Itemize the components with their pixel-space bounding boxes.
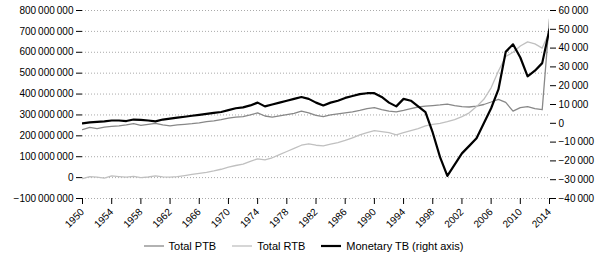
svg-text:2014: 2014: [530, 206, 554, 230]
svg-text:−30 000: −30 000: [559, 174, 595, 185]
svg-text:0: 0: [559, 118, 565, 129]
svg-text:1990: 1990: [355, 206, 379, 230]
svg-text:200 000 000: 200 000 000: [19, 130, 73, 141]
svg-text:−100 000 000: −100 000 000: [14, 193, 74, 204]
svg-text:1958: 1958: [121, 206, 145, 230]
svg-text:10 000: 10 000: [559, 99, 589, 110]
html-text:Total RTB: Total RTB: [257, 240, 306, 252]
svg-text:700 000 000: 700 000 000: [19, 26, 73, 37]
svg-text:20 000: 20 000: [559, 80, 589, 91]
svg-text:−10 000: −10 000: [559, 136, 595, 147]
svg-text:−20 000: −20 000: [559, 155, 595, 166]
svg-text:300 000 000: 300 000 000: [19, 109, 73, 120]
svg-text:30 000: 30 000: [559, 61, 589, 72]
svg-text:−40 000: −40 000: [559, 193, 595, 204]
svg-text:1978: 1978: [267, 206, 291, 230]
svg-text:50 000: 50 000: [559, 24, 589, 35]
svg-text:500 000 000: 500 000 000: [19, 67, 73, 78]
svg-text:0: 0: [68, 172, 74, 183]
svg-text:1966: 1966: [179, 206, 203, 230]
svg-text:600 000 000: 600 000 000: [19, 46, 73, 57]
html-text:Total PTB: Total PTB: [168, 240, 217, 252]
svg-text:1954: 1954: [92, 206, 116, 230]
svg-text:1950: 1950: [63, 206, 87, 230]
svg-text:1962: 1962: [150, 206, 174, 230]
svg-text:1982: 1982: [296, 206, 320, 230]
svg-text:2006: 2006: [471, 206, 495, 230]
svg-text:1994: 1994: [384, 206, 408, 230]
html-text:Monetary TB (right axis): Monetary TB (right axis): [346, 240, 464, 252]
svg-text:100 000 000: 100 000 000: [19, 151, 73, 162]
svg-text:1986: 1986: [325, 206, 349, 230]
svg-text:400 000 000: 400 000 000: [19, 88, 73, 99]
svg-text:2002: 2002: [442, 206, 466, 230]
svg-text:1974: 1974: [238, 206, 262, 230]
svg-text:40 000: 40 000: [559, 42, 589, 53]
svg-text:2010: 2010: [500, 206, 524, 230]
svg-text:1970: 1970: [209, 206, 233, 230]
svg-text:800 000 000: 800 000 000: [19, 5, 73, 16]
svg-text:60 000: 60 000: [559, 5, 589, 16]
svg-text:1998: 1998: [413, 206, 437, 230]
